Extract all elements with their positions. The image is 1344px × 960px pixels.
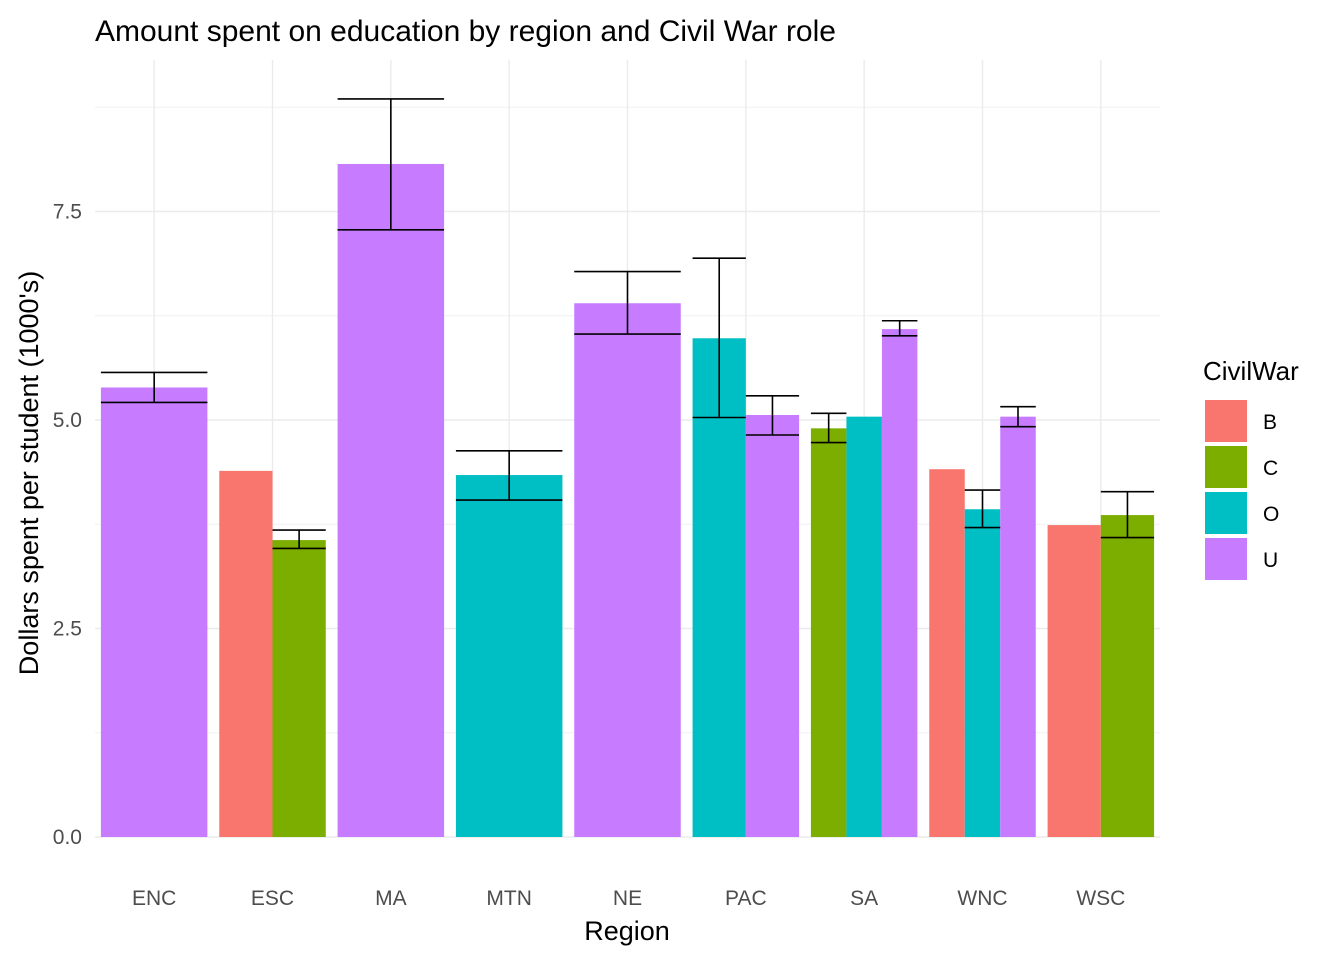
bar-sa-c — [810, 428, 847, 837]
legend-swatch-u — [1205, 538, 1247, 580]
y-axis-title: Dollars spent per student (1000's) — [14, 271, 44, 675]
y-tick-label: 5.0 — [53, 409, 82, 432]
x-tick-label: WNC — [957, 887, 1007, 910]
bar-pac-o — [692, 338, 746, 837]
error-bar-sa-u — [881, 319, 918, 337]
x-tick-label: NE — [613, 887, 642, 910]
legend-title: CivilWar — [1203, 356, 1299, 386]
y-axis-ticks: 0.0 2.5 5.0 7.5 — [53, 201, 82, 850]
error-bar-pac-u — [745, 395, 800, 436]
legend-label-u: U — [1263, 549, 1278, 572]
x-tick-label: ENC — [132, 887, 176, 910]
legend-swatch-c — [1205, 446, 1247, 488]
error-bar-pac-o — [692, 257, 746, 419]
error-bar-esc-c — [272, 529, 326, 550]
y-tick-label: 2.5 — [53, 618, 82, 641]
bar-wnc-u — [1000, 416, 1036, 837]
x-axis-title: Region — [584, 916, 670, 946]
error-bar-mtn-o — [455, 450, 563, 501]
error-bar-enc-u — [100, 371, 208, 404]
legend-label-c: C — [1263, 457, 1278, 480]
bar-ne-u — [574, 303, 681, 837]
y-tick-label: 7.5 — [53, 201, 82, 224]
bars — [100, 163, 1155, 837]
bar-mtn-o — [455, 475, 563, 837]
x-tick-label: MTN — [486, 887, 532, 910]
bar-wsc-c — [1100, 515, 1155, 837]
bar-sa-o — [846, 416, 882, 837]
bar-ma-u — [337, 163, 445, 837]
legend-swatch-o — [1205, 492, 1247, 534]
error-bar-wsc-c — [1100, 490, 1155, 539]
bar-pac-u — [745, 414, 800, 837]
error-bar-wnc-o — [964, 489, 1001, 529]
error-bar-wnc-u — [1000, 405, 1036, 428]
legend-label-o: O — [1263, 503, 1279, 526]
x-tick-label: PAC — [725, 887, 767, 910]
error-bar-ne-u — [574, 270, 681, 335]
bar-wnc-b — [929, 469, 965, 837]
y-tick-label: 0.0 — [53, 826, 82, 849]
error-bars — [100, 98, 1155, 550]
error-bar-sa-c — [810, 412, 847, 444]
legend-label-b: B — [1263, 411, 1277, 434]
bar-wsc-b — [1047, 525, 1101, 837]
chart-title: Amount spent on education by region and … — [95, 15, 836, 48]
bar-esc-c — [272, 540, 326, 837]
bar-esc-b — [219, 470, 273, 837]
x-tick-label: WSC — [1076, 887, 1125, 910]
bar-enc-u — [100, 387, 208, 837]
x-tick-label: SA — [850, 887, 878, 910]
bar-sa-u — [881, 329, 918, 837]
x-tick-label: ESC — [251, 887, 294, 910]
error-bar-ma-u — [337, 98, 445, 231]
bar-wnc-o — [964, 509, 1001, 837]
x-axis-ticks: ENC ESC MA MTN NE PAC SA WNC WSC — [132, 887, 1125, 910]
legend-swatch-b — [1205, 400, 1247, 442]
x-tick-label: MA — [375, 887, 407, 910]
